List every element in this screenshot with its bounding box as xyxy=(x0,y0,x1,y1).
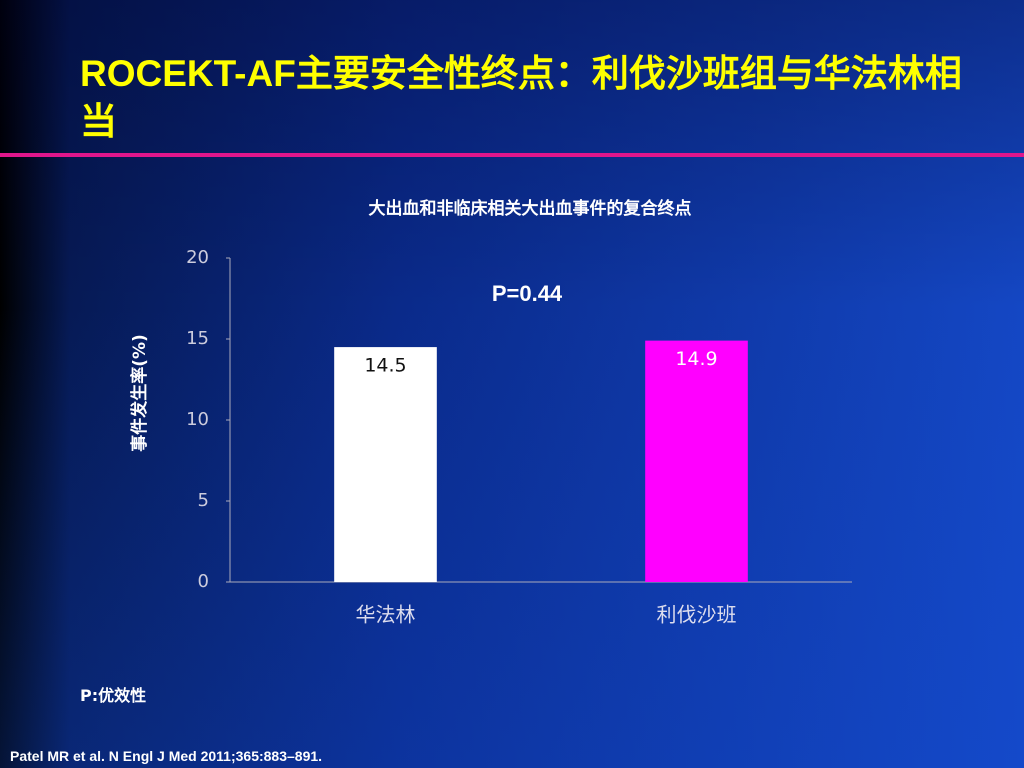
divider xyxy=(0,153,1024,157)
annotation: P=0.44 xyxy=(492,281,563,306)
x-tick-label: 华法林 xyxy=(356,603,416,627)
slide-title: ROCEKT-AF主要安全性终点：利伐沙班组与华法林相当 xyxy=(80,53,962,142)
y-tick-label: 20 xyxy=(186,247,209,268)
data-label: 14.9 xyxy=(675,348,717,370)
data-label: 14.5 xyxy=(364,355,406,377)
y-tick-label: 5 xyxy=(198,490,209,511)
footnote: P:优效性 xyxy=(80,686,147,705)
y-tick-label: 0 xyxy=(198,571,209,592)
y-axis-label: 事件发生率(%) xyxy=(129,334,150,452)
bar xyxy=(334,347,437,582)
bar xyxy=(645,340,748,582)
reference: Patel MR et al. N Engl J Med 2011;365:88… xyxy=(10,748,323,764)
y-tick-label: 15 xyxy=(186,328,209,349)
x-tick-label: 利伐沙班 xyxy=(657,603,737,627)
chart-title: 大出血和非临床相关大出血事件的复合终点 xyxy=(369,198,692,219)
y-tick-label: 10 xyxy=(186,409,209,430)
